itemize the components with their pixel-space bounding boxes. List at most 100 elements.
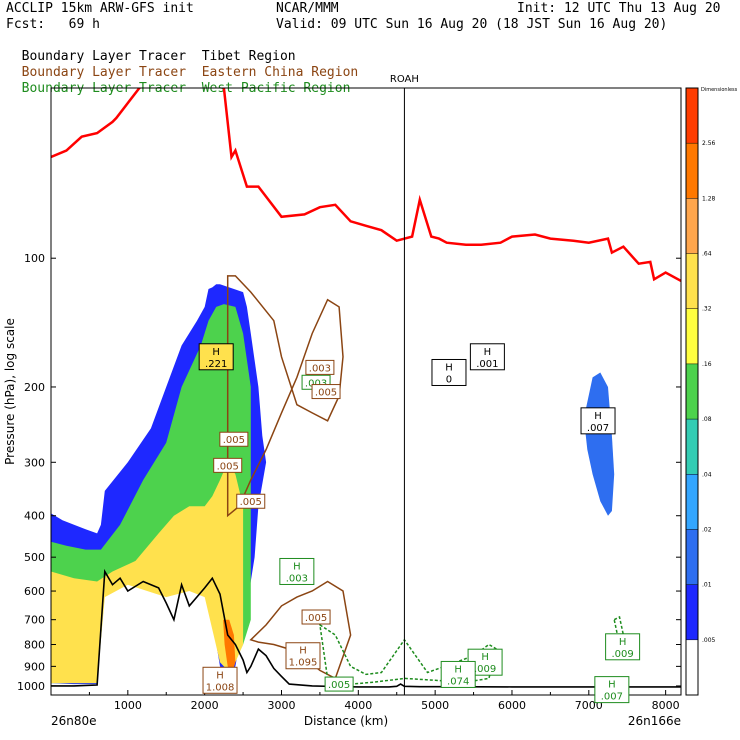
high-annotation-value: .221 bbox=[205, 359, 227, 370]
high-annotation-value: .001 bbox=[476, 359, 498, 370]
colorbar-label: .08 bbox=[702, 416, 712, 423]
tracer-fill-west-fill-orange bbox=[51, 462, 244, 684]
high-annotation-letter: H bbox=[216, 670, 224, 681]
x-tick-label: 2000 bbox=[191, 699, 219, 712]
contour-label-text: .005 bbox=[315, 388, 337, 399]
contour-label-text: .005 bbox=[240, 497, 262, 508]
high-annotation-letter: H bbox=[484, 347, 492, 358]
contour-label: .005 bbox=[236, 493, 266, 509]
y-tick-label: 900 bbox=[24, 660, 45, 673]
high-annotation-letter: H bbox=[594, 411, 602, 422]
high-annotation-letter: H bbox=[299, 646, 307, 657]
y-tick-label: 100 bbox=[24, 252, 45, 265]
high-annotation-box bbox=[431, 358, 467, 386]
y-tick-label: 700 bbox=[24, 614, 45, 627]
y-tick-label: 500 bbox=[24, 551, 45, 564]
high-annotation-box bbox=[440, 660, 476, 688]
x-axis-label: Distance (km) bbox=[304, 714, 388, 728]
contour-label-box bbox=[236, 493, 266, 509]
high-annotation: H1.095 bbox=[285, 642, 321, 670]
contour-label-box bbox=[213, 457, 243, 473]
colorbar-label: .32 bbox=[702, 306, 712, 313]
high-annotation-value: .009 bbox=[474, 664, 496, 675]
colorbar-swatch bbox=[686, 363, 698, 420]
colorbar-swatch bbox=[686, 529, 698, 585]
high-annotation-value: .009 bbox=[611, 649, 633, 660]
colorbar-label: .04 bbox=[702, 471, 712, 478]
contour-label-text: .005 bbox=[217, 461, 239, 472]
contour-label-text: .005 bbox=[223, 435, 245, 446]
high-annotation-box bbox=[198, 343, 234, 371]
colorbar-swatch bbox=[686, 584, 698, 640]
high-annotation: H.007 bbox=[594, 676, 630, 704]
colorbar-label: .16 bbox=[702, 361, 712, 368]
high-annotation-value: .007 bbox=[587, 423, 609, 434]
contour-label: .005 bbox=[301, 609, 331, 625]
contour-label: .005 bbox=[213, 457, 243, 473]
colorbar-swatch bbox=[686, 419, 698, 475]
tracer-fill-pacific-blob bbox=[585, 372, 615, 516]
high-annotation-letter: H bbox=[454, 664, 462, 675]
colorbar-title: Dimensionless bbox=[701, 87, 738, 93]
marker-label: ROAH bbox=[390, 74, 419, 85]
tropopause-line bbox=[51, 88, 681, 282]
colorbar-swatch bbox=[686, 88, 698, 144]
contour-label-text: .005 bbox=[305, 613, 327, 624]
contour-label-box bbox=[301, 609, 331, 625]
legend-tracer-label: Boundary Layer Tracer bbox=[21, 49, 187, 64]
high-annotation-box bbox=[285, 642, 321, 670]
high-annotation: H.007 bbox=[580, 407, 616, 435]
tracer-contour-west-pacific-low bbox=[318, 623, 498, 685]
contour-label-box bbox=[311, 384, 341, 400]
tracer-contour-west-pacific-east bbox=[613, 615, 625, 639]
y-tick-label: 800 bbox=[24, 638, 45, 651]
contour-label: .005 bbox=[219, 431, 249, 447]
colorbar-frame bbox=[685, 87, 699, 696]
colorbar-swatch bbox=[686, 143, 698, 199]
contour-label-text: .003 bbox=[305, 378, 327, 389]
y-tick-label: 200 bbox=[24, 381, 45, 394]
high-annotation-box bbox=[202, 666, 238, 694]
x-tick-label: 8000 bbox=[652, 699, 680, 712]
legend-tracer-tibet: Boundary Layer Tracer Tibet Region bbox=[6, 34, 296, 64]
high-annotation-value: .074 bbox=[447, 676, 469, 687]
high-annotation-value: 1.095 bbox=[289, 658, 318, 669]
endpoint-left: 26n80e bbox=[51, 714, 97, 728]
contour-label-box bbox=[324, 676, 354, 692]
contour-label: .005 bbox=[311, 384, 341, 400]
colorbar-swatch bbox=[686, 198, 698, 254]
terrain-line bbox=[51, 568, 681, 688]
contour-label-text: .003 bbox=[309, 363, 331, 374]
header-valid: Valid: 09 UTC Sun 16 Aug 20 (18 JST Sun … bbox=[276, 17, 668, 32]
high-annotation: H.001 bbox=[469, 343, 505, 371]
high-annotation-value: .007 bbox=[601, 692, 623, 703]
contour-label-box bbox=[219, 431, 249, 447]
x-tick-label: 5000 bbox=[421, 699, 449, 712]
legend-tracer-region: Eastern China Region bbox=[201, 65, 359, 80]
tracer-contour-eastern-china-upper bbox=[226, 275, 344, 518]
colorbar-label: .64 bbox=[702, 251, 712, 258]
high-annotation-letter: H bbox=[481, 652, 489, 663]
plot-area bbox=[51, 88, 681, 688]
high-annotation-box bbox=[469, 343, 505, 371]
header-center: NCAR/MMM bbox=[276, 1, 339, 16]
legend-tracer-region: Tibet Region bbox=[201, 49, 296, 64]
tracer-contour-eastern-china-lower bbox=[249, 580, 352, 680]
header-init: Init: 12 UTC Thu 13 Aug 20 bbox=[517, 1, 721, 16]
high-annotation-letter: H bbox=[619, 637, 627, 648]
high-annotation-letter: H bbox=[608, 680, 616, 691]
high-annotation-box bbox=[580, 407, 616, 435]
colorbar-label: 1.28 bbox=[702, 195, 716, 202]
high-annotation: H.009 bbox=[605, 633, 641, 661]
contour-label: .005 bbox=[324, 676, 354, 692]
colorbar-swatch bbox=[686, 474, 698, 530]
legend-tracer-eastern-china: Boundary Layer Tracer Eastern China Regi… bbox=[6, 50, 359, 80]
high-annotation: H.074 bbox=[440, 660, 476, 688]
y-axis-label: Pressure (hPa), log scale bbox=[3, 318, 17, 465]
colorbar-swatch bbox=[686, 308, 698, 364]
high-annotation-box bbox=[279, 557, 315, 585]
high-annotation-value: 1.008 bbox=[206, 682, 235, 693]
y-tick-label: 1000 bbox=[17, 680, 45, 693]
contour-label-text: .005 bbox=[328, 680, 350, 691]
